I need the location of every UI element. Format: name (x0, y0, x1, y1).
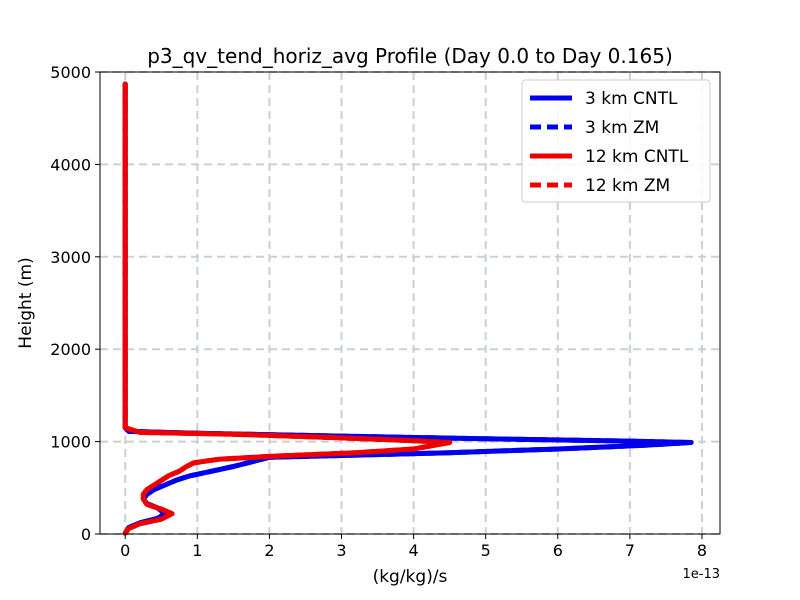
legend-label: 3 km CNTL (585, 89, 678, 109)
plot-series (122, 81, 694, 536)
x-tick-label: 5 (481, 541, 491, 560)
y-axis-label: Height (m) (16, 257, 36, 348)
x-tick-label: 0 (120, 541, 130, 560)
legend-label: 12 km CNTL (585, 147, 689, 167)
x-tick-label: 4 (409, 541, 419, 560)
x-tick-label: 6 (553, 541, 563, 560)
x-tick-label: 8 (697, 541, 707, 560)
y-tick-label: 0 (81, 525, 91, 544)
y-tick-label: 1000 (50, 433, 91, 452)
chart-title: p3_qv_tend_horiz_avg Profile (Day 0.0 to… (147, 44, 673, 68)
axis-ticks: 0 1 2 3 4 5 6 7 8 0 1000 2000 3000 4000 5000 (50, 63, 707, 560)
y-tick-label: 4000 (50, 155, 91, 174)
legend: 3 km CNTL 3 km ZM 12 km CNTL 12 km ZM (521, 79, 711, 203)
x-tick-label: 3 (336, 541, 346, 560)
y-tick-label: 3000 (50, 248, 91, 267)
x-tick-label: 2 (264, 541, 274, 560)
series-line-3 (122, 81, 453, 536)
plot-frame (99, 71, 721, 535)
legend-label: 12 km ZM (585, 176, 670, 196)
legend-box (521, 79, 711, 203)
legend-label: 3 km ZM (585, 118, 659, 138)
y-tick-label: 5000 (50, 63, 91, 82)
x-tick-label: 1 (192, 541, 202, 560)
series-line-2 (122, 81, 453, 536)
x-axis-offset-text: 1e-13 (682, 567, 720, 582)
x-axis-label: (kg/kg)/s (373, 567, 448, 587)
x-tick-label: 7 (625, 541, 635, 560)
y-tick-label: 2000 (50, 340, 91, 359)
